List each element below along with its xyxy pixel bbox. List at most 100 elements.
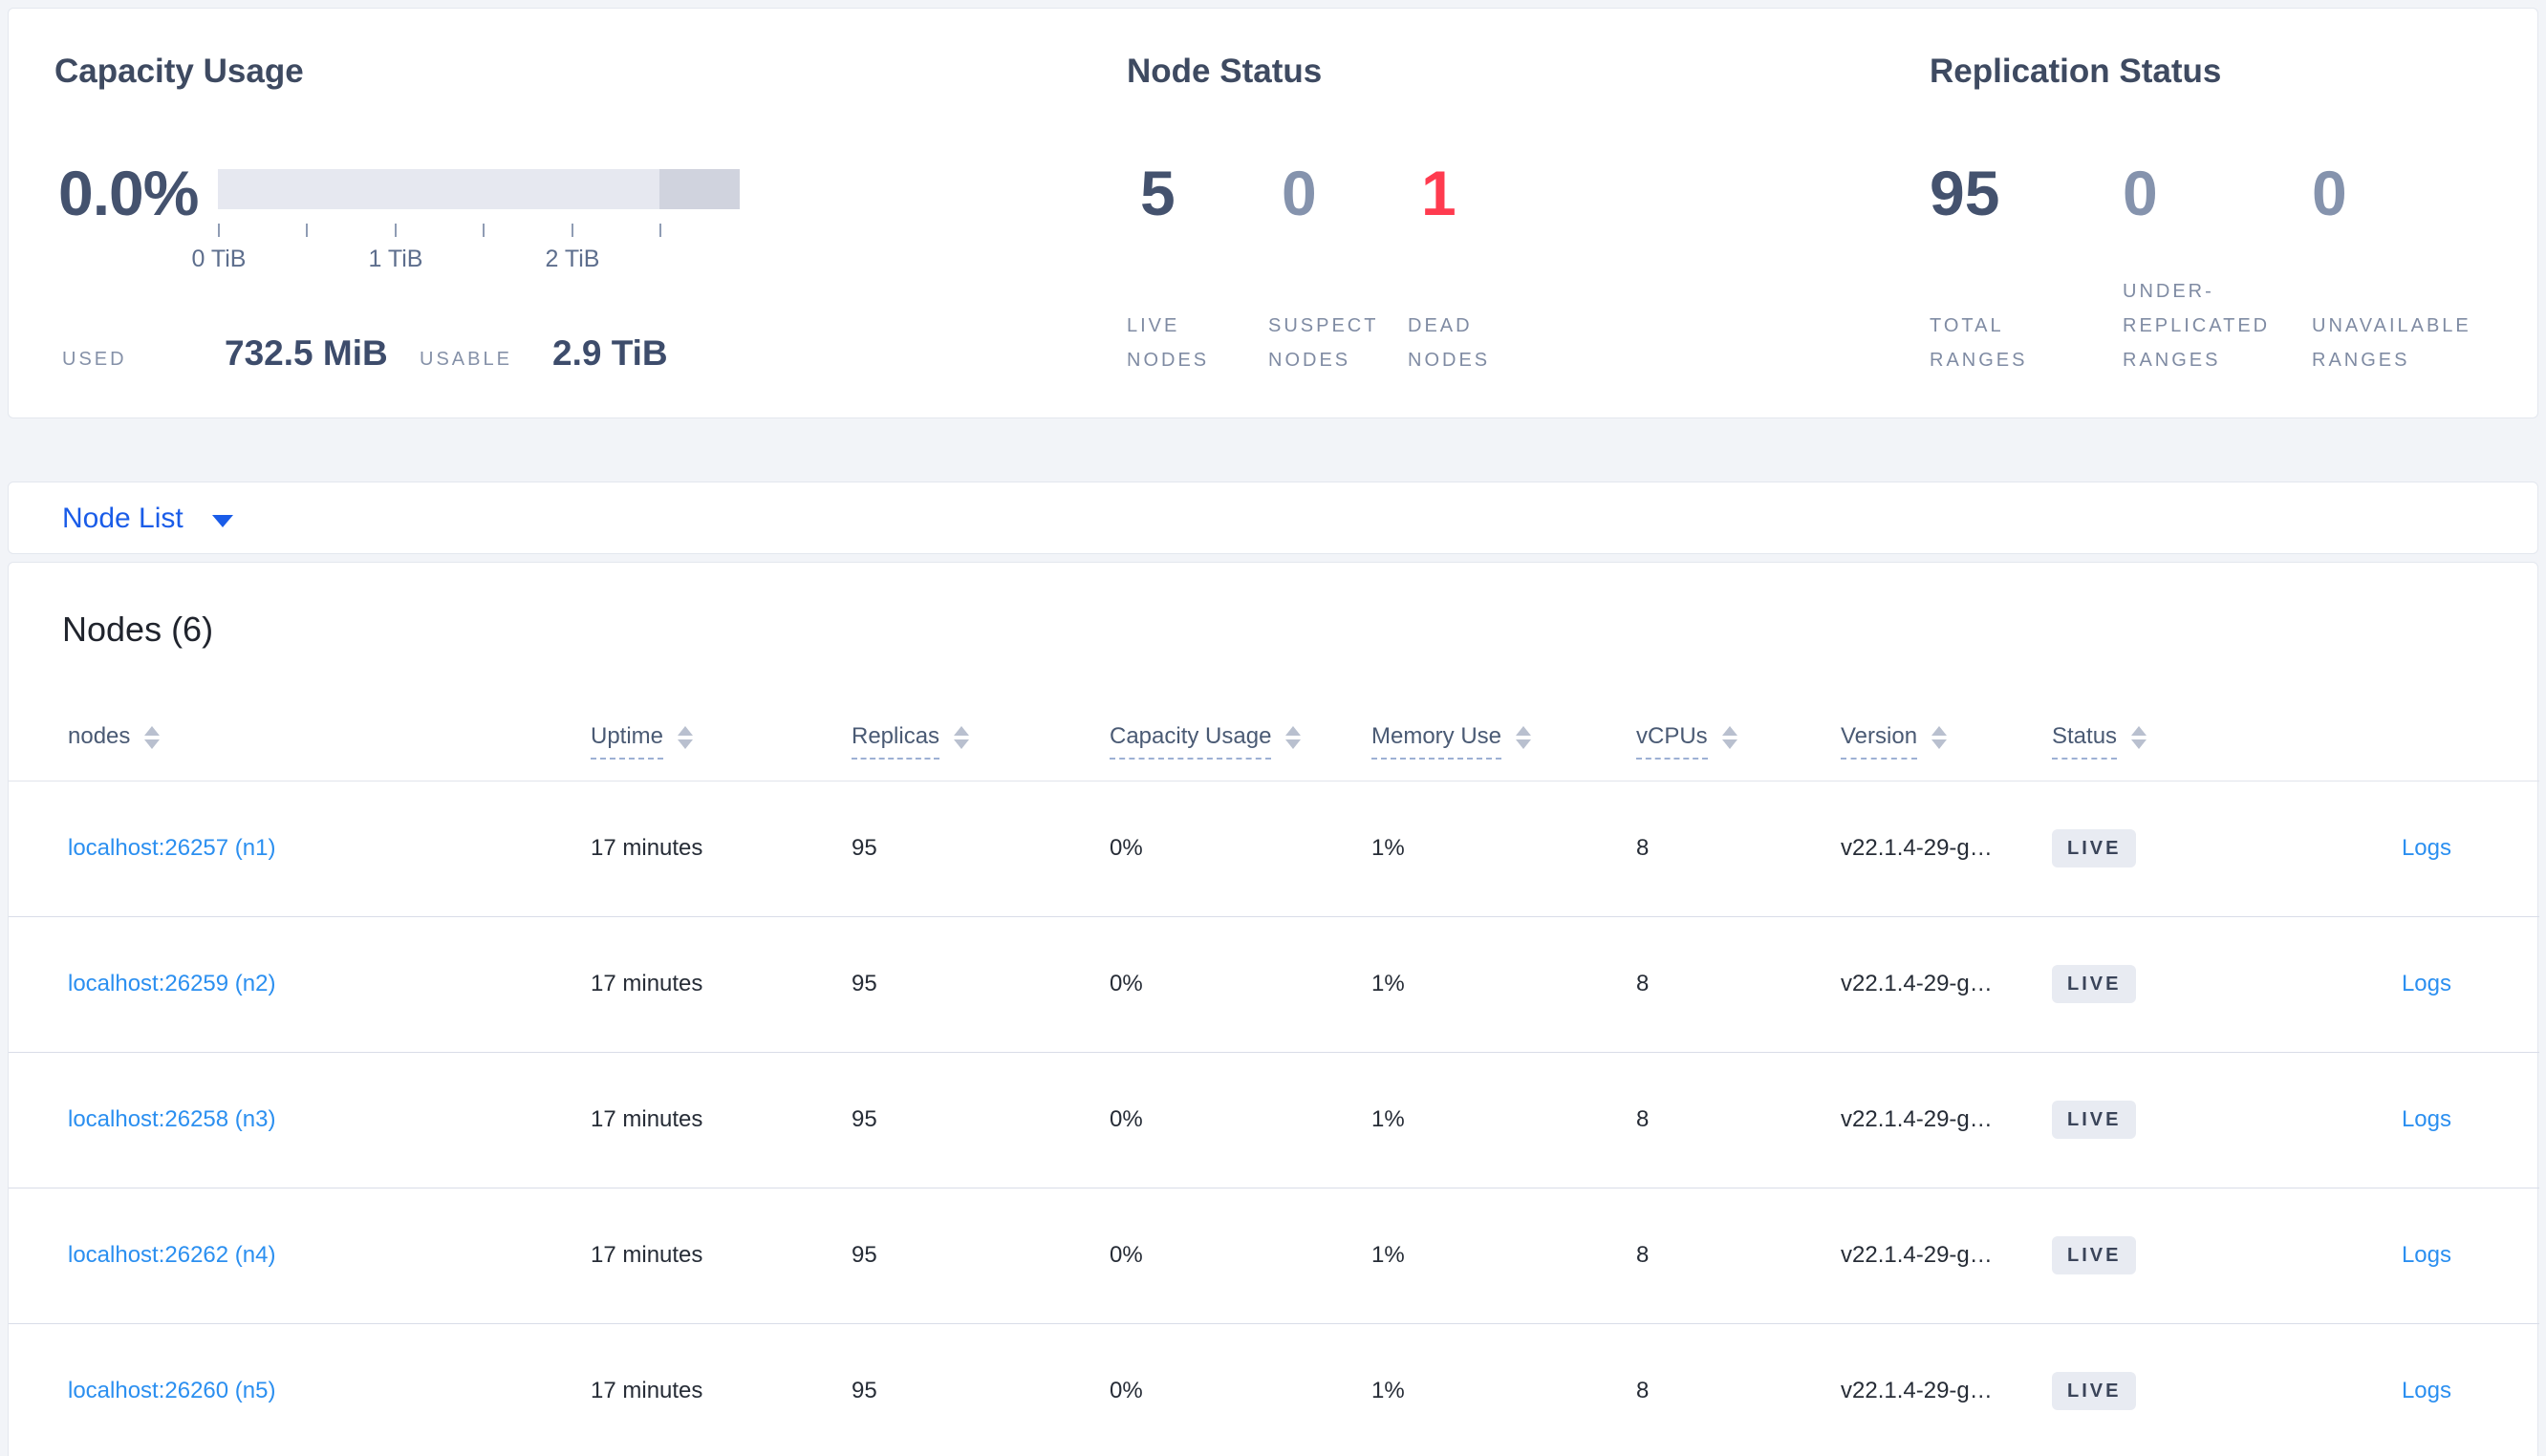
node-status-section: Node Status 5 LIVE NODES 0 SUSPECT NODES… bbox=[1127, 9, 1891, 418]
logs-link[interactable]: Logs bbox=[2401, 835, 2451, 862]
replicas-cell: 95 bbox=[852, 1242, 877, 1269]
capacity-usage-cell: 0% bbox=[1110, 1242, 1143, 1269]
capacity-percent: 0.0% bbox=[58, 158, 199, 228]
replicas-cell: 95 bbox=[852, 835, 877, 862]
capacity-bar: 0 TiB 1 TiB 2 TiB bbox=[192, 169, 753, 272]
sort-icon[interactable] bbox=[2131, 726, 2147, 749]
suspect-nodes-label: SUSPECT NODES bbox=[1268, 315, 1379, 371]
usable-value: 2.9 TiB bbox=[552, 333, 668, 373]
node-link[interactable]: localhost:26259 (n2) bbox=[68, 971, 276, 997]
memory-use-cell: 1% bbox=[1371, 835, 1405, 862]
capacity-usage-section: Capacity Usage 0.0% 0 TiB 1 TiB 2 TiB US… bbox=[54, 9, 1068, 418]
table-header-row: nodes Uptime Replicas Capacity Usage Mem… bbox=[9, 685, 2539, 782]
node-link[interactable]: localhost:26257 (n1) bbox=[68, 835, 276, 862]
vcpus-cell: 8 bbox=[1636, 1242, 1650, 1269]
view-selector-panel: Node List bbox=[8, 482, 2538, 554]
axis-tick-label: 2 TiB bbox=[545, 246, 600, 272]
column-header-version[interactable]: Version bbox=[1841, 723, 2052, 760]
sort-icon[interactable] bbox=[678, 726, 694, 749]
total-ranges-stat: 95 TOTAL RANGES bbox=[1930, 9, 2123, 419]
status-badge: LIVE bbox=[2052, 829, 2137, 868]
capacity-usage-title: Capacity Usage bbox=[54, 53, 304, 90]
uptime-cell: 17 minutes bbox=[591, 1242, 703, 1269]
status-badge: LIVE bbox=[2052, 1101, 2137, 1140]
dead-nodes-count: 1 bbox=[1421, 158, 1456, 228]
column-header-nodes[interactable]: nodes bbox=[68, 723, 591, 760]
replication-status-section: Replication Status 95 TOTAL RANGES 0 UND… bbox=[1930, 9, 2546, 418]
sort-icon[interactable] bbox=[144, 726, 161, 749]
column-header-vcpus[interactable]: vCPUs bbox=[1636, 723, 1841, 760]
column-header-uptime[interactable]: Uptime bbox=[591, 723, 852, 760]
column-header-memory-use[interactable]: Memory Use bbox=[1371, 723, 1636, 760]
version-cell: v22.1.4-29-g… bbox=[1841, 1106, 1993, 1133]
column-header-logs bbox=[2272, 723, 2451, 760]
replicas-cell: 95 bbox=[852, 1378, 877, 1404]
sort-icon[interactable] bbox=[1931, 726, 1948, 749]
column-header-capacity-usage[interactable]: Capacity Usage bbox=[1110, 723, 1371, 760]
node-link[interactable]: localhost:26262 (n4) bbox=[68, 1242, 276, 1269]
live-nodes-stat: 5 LIVE NODES bbox=[1127, 9, 1268, 419]
sort-icon[interactable] bbox=[1516, 726, 1532, 749]
logs-link[interactable]: Logs bbox=[2401, 1106, 2451, 1133]
column-header-replicas[interactable]: Replicas bbox=[852, 723, 1110, 760]
usable-label: USABLE bbox=[420, 349, 512, 370]
nodes-count-title: Nodes (6) bbox=[62, 610, 214, 649]
nodes-table-panel: Nodes (6) nodes Uptime Replicas Capacity… bbox=[8, 562, 2539, 1456]
cluster-overview-panel: Capacity Usage 0.0% 0 TiB 1 TiB 2 TiB US… bbox=[8, 8, 2538, 418]
memory-use-cell: 1% bbox=[1371, 1106, 1405, 1133]
used-label: USED bbox=[62, 349, 127, 370]
sort-icon[interactable] bbox=[1285, 726, 1302, 749]
suspect-nodes-stat: 0 SUSPECT NODES bbox=[1268, 9, 1408, 419]
replicas-cell: 95 bbox=[852, 1106, 877, 1133]
unavailable-ranges-label: UNAVAILABLE RANGES bbox=[2312, 315, 2471, 371]
axis-tick bbox=[306, 224, 308, 237]
capacity-usage-cell: 0% bbox=[1110, 971, 1143, 997]
logs-link[interactable]: Logs bbox=[2401, 1242, 2451, 1269]
node-link[interactable]: localhost:26260 (n5) bbox=[68, 1378, 276, 1404]
suspect-nodes-count: 0 bbox=[1282, 158, 1317, 228]
sort-icon[interactable] bbox=[1721, 726, 1737, 749]
axis-tick bbox=[395, 224, 397, 237]
replicas-cell: 95 bbox=[852, 971, 877, 997]
column-header-status[interactable]: Status bbox=[2052, 723, 2272, 760]
live-nodes-count: 5 bbox=[1140, 158, 1176, 228]
live-nodes-label: LIVE NODES bbox=[1127, 315, 1210, 371]
node-list-dropdown[interactable]: Node List bbox=[62, 482, 233, 555]
table-row: localhost:26259 (n2) 17 minutes 95 0% 1%… bbox=[9, 917, 2539, 1053]
logs-link[interactable]: Logs bbox=[2401, 1378, 2451, 1404]
node-link[interactable]: localhost:26258 (n3) bbox=[68, 1106, 276, 1133]
replication-status-title: Replication Status bbox=[1930, 53, 2222, 90]
version-cell: v22.1.4-29-g… bbox=[1841, 971, 1993, 997]
axis-tick-label: 0 TiB bbox=[191, 246, 247, 272]
unavailable-ranges-stat: 0 UNAVAILABLE RANGES bbox=[2312, 9, 2546, 419]
dead-nodes-label: DEAD NODES bbox=[1408, 315, 1491, 371]
node-list-dropdown-label: Node List bbox=[62, 503, 183, 534]
used-value: 732.5 MiB bbox=[225, 333, 388, 373]
axis-tick bbox=[659, 224, 661, 237]
capacity-usage-cell: 0% bbox=[1110, 1378, 1143, 1404]
dead-nodes-stat: 1 DEAD NODES bbox=[1408, 9, 1580, 419]
axis-tick bbox=[218, 224, 220, 237]
total-ranges-label: TOTAL RANGES bbox=[1930, 315, 2028, 371]
memory-use-cell: 1% bbox=[1371, 971, 1405, 997]
under-replicated-ranges-count: 0 bbox=[2123, 158, 2158, 228]
vcpus-cell: 8 bbox=[1636, 835, 1650, 862]
capacity-bar-end-segment bbox=[659, 169, 740, 209]
capacity-usage-cell: 0% bbox=[1110, 1106, 1143, 1133]
node-status-title: Node Status bbox=[1127, 53, 1323, 90]
memory-use-cell: 1% bbox=[1371, 1378, 1405, 1404]
total-ranges-count: 95 bbox=[1930, 158, 2000, 228]
vcpus-cell: 8 bbox=[1636, 1106, 1650, 1133]
vcpus-cell: 8 bbox=[1636, 1378, 1650, 1404]
memory-use-cell: 1% bbox=[1371, 1242, 1405, 1269]
table-row: localhost:26260 (n5) 17 minutes 95 0% 1%… bbox=[9, 1324, 2539, 1456]
table-row: localhost:26258 (n3) 17 minutes 95 0% 1%… bbox=[9, 1053, 2539, 1188]
version-cell: v22.1.4-29-g… bbox=[1841, 1378, 1993, 1404]
uptime-cell: 17 minutes bbox=[591, 1378, 703, 1404]
table-row: localhost:26257 (n1) 17 minutes 95 0% 1%… bbox=[9, 782, 2539, 917]
unavailable-ranges-count: 0 bbox=[2312, 158, 2347, 228]
axis-tick bbox=[572, 224, 573, 237]
status-badge: LIVE bbox=[2052, 1372, 2137, 1411]
logs-link[interactable]: Logs bbox=[2401, 971, 2451, 997]
sort-icon[interactable] bbox=[954, 726, 970, 749]
